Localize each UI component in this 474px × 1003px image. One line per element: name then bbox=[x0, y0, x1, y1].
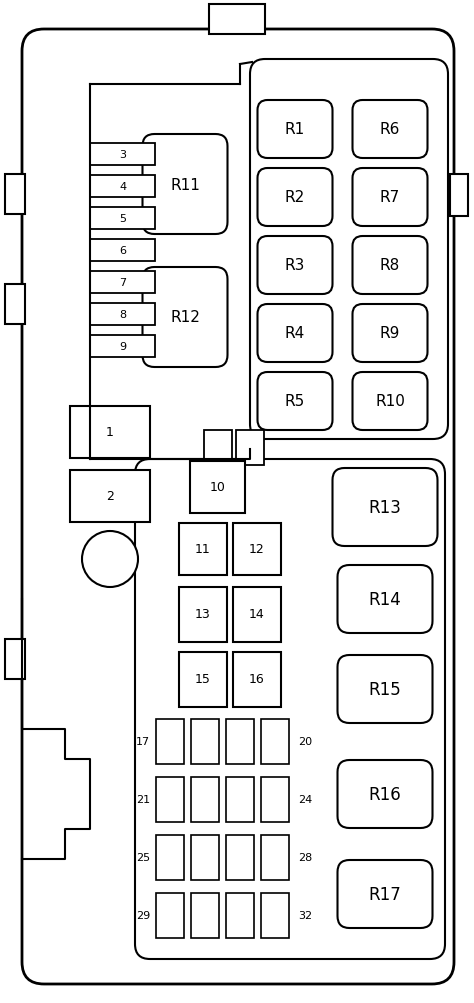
Bar bbox=[204, 430, 232, 465]
FancyBboxPatch shape bbox=[337, 655, 432, 723]
Bar bbox=[5, 639, 25, 679]
Text: R10: R10 bbox=[375, 394, 405, 409]
Text: 6: 6 bbox=[119, 246, 127, 256]
Bar bbox=[191, 719, 219, 763]
Text: R7: R7 bbox=[380, 191, 400, 206]
Bar bbox=[179, 587, 227, 642]
Text: 29: 29 bbox=[136, 910, 150, 920]
Bar bbox=[233, 524, 281, 576]
Text: R11: R11 bbox=[170, 178, 200, 193]
Bar bbox=[91, 176, 155, 198]
Bar bbox=[226, 893, 254, 938]
Text: R2: R2 bbox=[285, 191, 305, 206]
Bar bbox=[226, 719, 254, 763]
Text: R6: R6 bbox=[380, 122, 400, 137]
FancyBboxPatch shape bbox=[332, 468, 438, 547]
Text: R3: R3 bbox=[285, 258, 305, 273]
Bar bbox=[261, 776, 289, 821]
Text: R5: R5 bbox=[285, 394, 305, 409]
Text: 2: 2 bbox=[106, 490, 114, 503]
FancyBboxPatch shape bbox=[353, 373, 428, 430]
Bar bbox=[156, 893, 184, 938]
FancyBboxPatch shape bbox=[353, 305, 428, 363]
Bar bbox=[91, 336, 155, 358]
Bar bbox=[91, 143, 155, 165]
Bar bbox=[236, 430, 264, 465]
Bar bbox=[261, 834, 289, 880]
Text: 28: 28 bbox=[298, 853, 312, 863]
Text: 11: 11 bbox=[195, 543, 211, 556]
Bar bbox=[156, 719, 184, 763]
Bar bbox=[226, 834, 254, 880]
Text: 5: 5 bbox=[119, 214, 127, 224]
Bar bbox=[233, 652, 281, 707]
FancyBboxPatch shape bbox=[257, 373, 332, 430]
Text: 9: 9 bbox=[119, 342, 127, 352]
Bar bbox=[261, 719, 289, 763]
FancyBboxPatch shape bbox=[257, 237, 332, 295]
Text: R13: R13 bbox=[369, 498, 401, 517]
Bar bbox=[156, 834, 184, 880]
Bar bbox=[191, 461, 246, 514]
Text: 3: 3 bbox=[119, 149, 127, 159]
Bar bbox=[91, 304, 155, 326]
Text: 32: 32 bbox=[298, 910, 312, 920]
Text: 1: 1 bbox=[106, 426, 114, 439]
Text: 8: 8 bbox=[119, 310, 127, 320]
Bar bbox=[5, 175, 25, 215]
Bar bbox=[209, 5, 265, 35]
Text: 15: 15 bbox=[195, 673, 211, 686]
FancyBboxPatch shape bbox=[143, 134, 228, 235]
FancyBboxPatch shape bbox=[353, 237, 428, 295]
Text: 21: 21 bbox=[136, 794, 150, 804]
Bar bbox=[191, 834, 219, 880]
Text: 16: 16 bbox=[249, 673, 265, 686]
FancyBboxPatch shape bbox=[353, 169, 428, 227]
Bar bbox=[191, 893, 219, 938]
Text: 13: 13 bbox=[195, 608, 211, 621]
Text: R15: R15 bbox=[369, 680, 401, 698]
FancyBboxPatch shape bbox=[257, 305, 332, 363]
Circle shape bbox=[82, 532, 138, 588]
Text: 25: 25 bbox=[136, 853, 150, 863]
FancyBboxPatch shape bbox=[337, 566, 432, 633]
Text: 17: 17 bbox=[136, 736, 150, 746]
FancyBboxPatch shape bbox=[143, 268, 228, 368]
Text: R8: R8 bbox=[380, 258, 400, 273]
FancyBboxPatch shape bbox=[22, 30, 454, 984]
FancyBboxPatch shape bbox=[257, 101, 332, 158]
Bar bbox=[70, 406, 150, 458]
Bar bbox=[5, 285, 25, 325]
Text: 20: 20 bbox=[298, 736, 312, 746]
Text: R14: R14 bbox=[369, 591, 401, 609]
Text: R1: R1 bbox=[285, 122, 305, 137]
Bar bbox=[261, 893, 289, 938]
Text: R4: R4 bbox=[285, 326, 305, 341]
Bar bbox=[450, 175, 468, 217]
FancyBboxPatch shape bbox=[257, 169, 332, 227]
Text: 7: 7 bbox=[119, 278, 127, 288]
Text: 24: 24 bbox=[298, 794, 312, 804]
Bar bbox=[70, 470, 150, 523]
Bar bbox=[91, 272, 155, 294]
Bar bbox=[191, 776, 219, 821]
Bar bbox=[91, 240, 155, 262]
Bar bbox=[156, 776, 184, 821]
Text: 14: 14 bbox=[249, 608, 265, 621]
Text: R16: R16 bbox=[369, 785, 401, 803]
Bar bbox=[179, 524, 227, 576]
Bar bbox=[226, 776, 254, 821]
Text: R12: R12 bbox=[170, 310, 200, 325]
Text: 12: 12 bbox=[249, 543, 265, 556]
FancyBboxPatch shape bbox=[353, 101, 428, 158]
Text: R17: R17 bbox=[369, 885, 401, 903]
FancyBboxPatch shape bbox=[337, 861, 432, 928]
Text: 4: 4 bbox=[119, 182, 127, 192]
FancyBboxPatch shape bbox=[337, 760, 432, 828]
Bar bbox=[233, 587, 281, 642]
Text: 10: 10 bbox=[210, 481, 226, 494]
Bar bbox=[179, 652, 227, 707]
Text: R9: R9 bbox=[380, 326, 400, 341]
Bar bbox=[91, 208, 155, 230]
